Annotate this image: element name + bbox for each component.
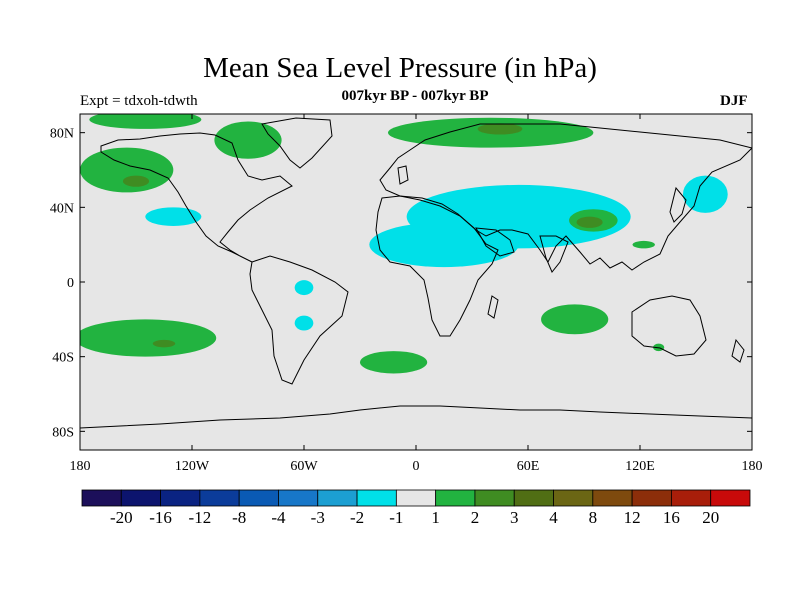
coastline-antarctica [80,405,752,429]
anomaly-region-pos-19 [632,240,655,249]
anomaly-region-pos-3 [214,121,282,159]
y-tick-label: 0 [67,276,74,291]
colorbar-swatch [671,489,712,507]
colorbar-swatch [160,489,201,507]
coastline-arabia [475,227,515,257]
coastline-eurasia [379,123,752,271]
x-tick-label: 180 [70,459,91,474]
colorbar-label: -3 [311,508,325,527]
colorbar: -20 -16 -12 -8 -4 -3 -2 -1 1 2 3 4 8 12 16 20 [81,489,751,527]
anomaly-region-pos-17 [541,304,609,335]
colorbar-label: -20 [110,508,133,527]
coastline-madagascar [487,295,499,319]
subtitle: 007kyr BP - 007kyr BP [341,88,489,104]
colorbar-label: -12 [189,508,212,527]
colorbar-swatch [278,489,319,507]
anomaly-layer [80,114,728,374]
anomaly-region-pos-2 [89,114,202,129]
anomaly-region-pos-16 [360,351,428,374]
colorbar-swatch [513,489,554,507]
colorbar-swatch [317,489,358,507]
page-title: Mean Sea Level Pressure (in hPa) [203,52,597,84]
coastline-uk [397,165,409,185]
anomaly-region-neg-7 [369,222,519,268]
colorbar-label: 16 [663,508,680,527]
x-tick-label: 60W [290,459,318,474]
x-tick-label: 120W [175,459,210,474]
colorbar-swatch [710,489,751,507]
colorbar-swatch [199,489,240,507]
colorbar-label: 2 [471,508,480,527]
colorbar-label: 1 [431,508,440,527]
y-axis: 80N 40N 0 40S 80S [50,127,752,440]
y-tick-label: 40S [52,351,74,366]
colorbar-swatch [592,489,633,507]
colorbar-swatch [474,489,515,507]
colorbar-label: -1 [389,508,403,527]
colorbar-label: 3 [510,508,519,527]
coastline-japan [669,186,687,223]
y-tick-label: 80S [52,425,74,440]
colorbar-swatch [81,489,122,507]
colorbar-swatch [395,489,437,507]
colorbar-label: -8 [232,508,246,527]
experiment-label: Expt = tdxoh-tdwth [80,93,198,109]
coastline-africa [375,195,499,337]
season-label: DJF [720,93,748,109]
colorbar-label: 4 [549,508,558,527]
anomaly-region-pos-0 [80,147,174,193]
x-tick-label: 120E [625,459,655,474]
colorbar-label: 12 [624,508,641,527]
colorbar-swatch [631,489,672,507]
colorbar-swatch [356,489,397,507]
anomaly-region-pos-5 [477,123,523,135]
colorbar-swatch [435,489,476,507]
colorbar-swatch [238,489,279,507]
coastline-india [539,235,569,273]
anomaly-region-pos-1 [122,175,150,187]
anomaly-region-neg-15 [294,315,314,331]
coastline-australia [631,295,707,357]
coastline-greenland [261,117,333,169]
coastline-north-america [100,132,293,263]
y-tick-label: 80N [50,127,74,142]
x-tick-label: 0 [413,459,420,474]
x-axis: 180 120W 60W 0 60E 120E 180 [70,114,763,474]
anomaly-region-neg-11 [682,175,728,213]
map-background [80,114,752,450]
anomaly-region-pos-10 [576,216,603,228]
anomaly-region-pos-13 [152,339,176,348]
colorbar-label: 8 [589,508,598,527]
colorbar-label: -4 [271,508,286,527]
colorbar-label: 20 [702,508,719,527]
anomaly-region-neg-8 [145,207,202,227]
colorbar-label: -16 [149,508,172,527]
colorbar-swatch [120,489,161,507]
colorbar-swatch [553,489,594,507]
y-tick-label: 40N [50,201,74,216]
colorbar-label: -2 [350,508,364,527]
anomaly-region-neg-14 [294,280,314,296]
anomaly-region-pos-12 [80,319,217,357]
coastline-layer [80,117,752,429]
coastline-south-america [249,255,349,385]
x-tick-label: 180 [742,459,763,474]
coastline-new-zealand [731,338,745,363]
x-tick-label: 60E [517,459,540,474]
